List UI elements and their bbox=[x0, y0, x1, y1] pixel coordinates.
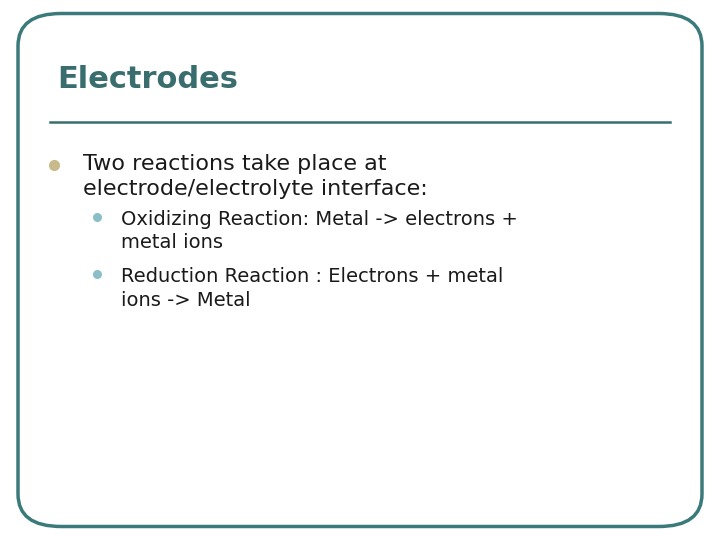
Text: metal ions: metal ions bbox=[121, 233, 223, 252]
Text: Oxidizing Reaction: Metal -> electrons +: Oxidizing Reaction: Metal -> electrons + bbox=[121, 210, 518, 228]
Text: electrode/electrolyte interface:: electrode/electrolyte interface: bbox=[83, 179, 428, 199]
Text: ions -> Metal: ions -> Metal bbox=[121, 291, 251, 309]
Text: Reduction Reaction : Electrons + metal: Reduction Reaction : Electrons + metal bbox=[121, 267, 503, 286]
Text: Electrodes: Electrodes bbox=[58, 65, 238, 94]
Text: Two reactions take place at: Two reactions take place at bbox=[83, 154, 387, 174]
FancyBboxPatch shape bbox=[18, 14, 702, 526]
